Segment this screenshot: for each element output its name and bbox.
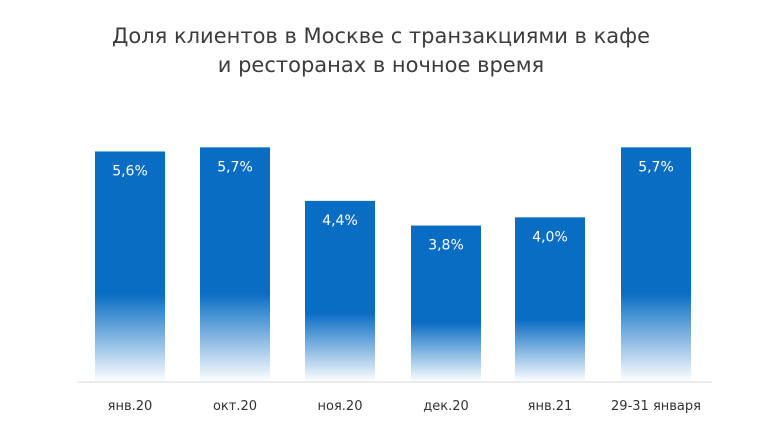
x-tick-label-6: 29-31 января xyxy=(611,399,701,414)
bar-value-label-6: 5,7% xyxy=(638,159,674,175)
bar-3 xyxy=(305,200,375,382)
bar-value-label-2: 5,7% xyxy=(217,159,253,175)
x-tick-label-3: ноя.20 xyxy=(318,399,363,414)
bar-value-label-4: 3,8% xyxy=(428,238,464,254)
chart-title-line-2: и ресторанах в ночное время xyxy=(217,53,545,77)
x-tick-label-2: окт.20 xyxy=(213,399,257,414)
bar-6 xyxy=(621,147,691,382)
x-axis-ticks: янв.20 окт.20 ноя.20 дек.20 янв.21 29-31 янва… xyxy=(108,399,701,414)
x-tick-label-4: дек.20 xyxy=(423,399,469,414)
bar-value-label-1: 5,6% xyxy=(112,163,148,179)
bar-value-label-5: 4,0% xyxy=(532,229,568,245)
bar-group: 5,6% 5,7% 4,4% 3,8% 4,0% 5,7% xyxy=(95,147,691,382)
chart-title: Доля клиентов в Москве с транзакциями в … xyxy=(0,22,762,80)
chart-title-line-1: Доля клиентов в Москве с транзакциями в … xyxy=(111,24,651,48)
x-tick-label-1: янв.20 xyxy=(108,399,153,414)
x-tick-label-5: янв.21 xyxy=(528,399,573,414)
bar-2 xyxy=(200,147,270,382)
bar-1 xyxy=(95,151,165,382)
bar-5 xyxy=(515,217,585,382)
bar-4 xyxy=(411,225,481,382)
bar-value-label-3: 4,4% xyxy=(322,213,358,229)
